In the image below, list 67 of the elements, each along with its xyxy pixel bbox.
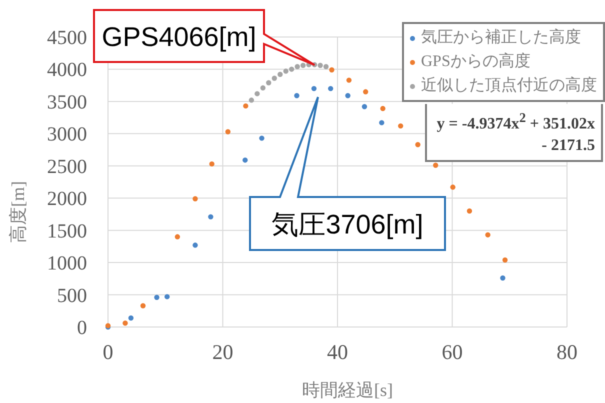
legend-label: 近似した頂点付近の高度 — [421, 77, 597, 94]
point — [328, 86, 334, 92]
point — [243, 103, 248, 109]
point — [283, 68, 288, 74]
y-tick-label: 0 — [77, 317, 87, 339]
point — [140, 303, 146, 308]
y-axis-title: 高度[m] — [8, 181, 28, 243]
point — [329, 67, 334, 72]
point — [209, 161, 214, 167]
point — [433, 162, 438, 168]
point — [466, 208, 472, 214]
point — [398, 123, 404, 129]
y-tick-label: 3000 — [47, 124, 87, 146]
point — [323, 64, 329, 70]
point — [259, 136, 264, 141]
annotation: y = -4.9374x$^{2}$ + 351.02x - 2171.5 — [425, 104, 603, 162]
point — [192, 196, 198, 202]
point — [380, 106, 386, 112]
point — [362, 104, 368, 110]
point — [379, 120, 384, 126]
point — [500, 275, 506, 281]
point — [346, 78, 352, 83]
y-tick-label: 1500 — [47, 220, 87, 242]
point — [300, 62, 306, 68]
annotation: GPS4066[m] — [102, 22, 256, 52]
x-tick-label: 20 — [212, 340, 234, 364]
point — [122, 320, 128, 326]
y-tick-label: 4500 — [47, 27, 87, 49]
point — [485, 232, 490, 238]
point — [363, 89, 368, 94]
y-tick-label: 2000 — [47, 188, 87, 210]
legend-label: GPSからの高度 — [421, 53, 530, 70]
annotation: 気圧3706[m] — [272, 210, 424, 240]
legend-label: 気圧から補正した高度 — [421, 29, 581, 46]
point — [254, 91, 260, 96]
point — [164, 294, 170, 300]
point — [345, 93, 350, 98]
point — [128, 315, 134, 321]
x-tick-label: 0 — [102, 340, 114, 364]
point — [415, 142, 420, 148]
x-tick-label: 40 — [327, 340, 348, 364]
point — [318, 62, 323, 68]
point — [502, 257, 508, 263]
point — [208, 214, 214, 220]
point — [450, 184, 456, 190]
point — [294, 64, 300, 70]
point — [272, 76, 277, 81]
y-tick-label: 3500 — [47, 91, 87, 114]
point — [289, 66, 294, 72]
y-tick-label: 2500 — [47, 156, 87, 178]
y-tick-label: 1000 — [47, 252, 87, 275]
point — [154, 294, 160, 300]
point — [174, 234, 180, 240]
point — [242, 157, 248, 163]
x-axis-title: 時間経過[s] — [302, 380, 393, 400]
point — [294, 93, 300, 98]
point — [311, 86, 317, 92]
x-tick-label: 80 — [556, 340, 578, 364]
point — [260, 85, 266, 91]
point — [248, 98, 254, 103]
point — [278, 72, 283, 77]
x-tick-label: 60 — [442, 340, 463, 364]
point — [225, 129, 231, 134]
y-tick-label: 4000 — [47, 59, 87, 82]
point — [266, 80, 272, 86]
point — [192, 242, 198, 248]
y-tick-label: 500 — [57, 284, 87, 307]
